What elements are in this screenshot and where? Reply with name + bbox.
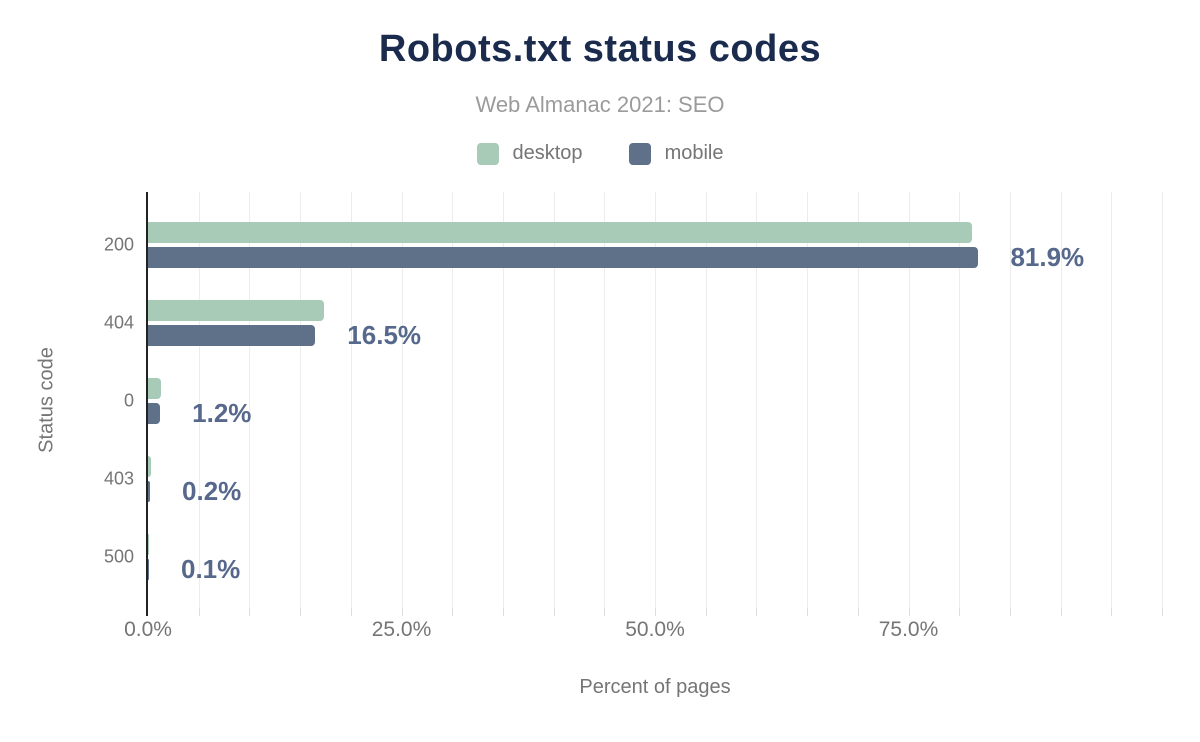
x-tick-mark-85pct (1009, 608, 1011, 616)
y-axis-line (146, 192, 148, 616)
bar-desktop-200[interactable] (148, 222, 973, 243)
x-tick-mark-10pct (249, 608, 251, 616)
gridline-65pct (807, 192, 809, 608)
legend-item-mobile[interactable]: mobile (628, 142, 724, 165)
bar-mobile-500[interactable] (148, 559, 149, 580)
gridline-70pct (857, 192, 859, 608)
x-tick-mark-35pct (502, 608, 504, 616)
x-tick-mark-5pct (198, 608, 200, 616)
x-tick-mark-15pct (300, 608, 302, 616)
gridline-35pct (502, 192, 504, 608)
value-label-200: 81.9% (1010, 241, 1085, 272)
bar-mobile-404[interactable] (148, 325, 316, 346)
x-axis-title: Percent of pages (579, 676, 731, 698)
legend-item-desktop[interactable]: desktop (476, 142, 583, 165)
gridline-85pct (1009, 192, 1011, 608)
y-axis-title: Status code (35, 347, 58, 453)
plot-area: 200 81.9% 404 16.5% 0 1.2% 403 0.2% 500 0.1% 0.0% 2… (104, 192, 1163, 641)
desktop-swatch-icon (476, 142, 499, 165)
gridline-15pct (300, 192, 302, 608)
gridline-10pct (249, 192, 251, 608)
x-tick-mark-20pct (350, 608, 352, 616)
x-tick-mark-50pct (655, 608, 656, 616)
x-tick-mark-70pct (857, 608, 859, 616)
gridline-5pct (198, 192, 200, 608)
x-tick-mark-45pct (604, 608, 606, 616)
gridline-40pct (553, 192, 555, 608)
y-tick-label-0: 0 (123, 390, 134, 411)
gridline-60pct (756, 192, 758, 608)
legend: desktop mobile (0, 142, 1200, 165)
value-label-0: 1.2% (192, 397, 252, 428)
mobile-swatch-icon (628, 142, 651, 165)
x-tick-mark-40pct (553, 608, 555, 616)
gridline-25pct (401, 192, 403, 608)
gridline-55pct (705, 192, 707, 608)
x-tick-label-0.0%: 0.0% (124, 618, 172, 641)
x-tick-mark-90pct (1060, 608, 1062, 616)
chart-subtitle: Web Almanac 2021: SEO (475, 92, 725, 117)
bar-mobile-200[interactable] (148, 247, 979, 268)
bar-desktop-0[interactable] (148, 378, 162, 399)
gridline-100pct (1162, 192, 1163, 608)
x-tick-mark-80pct (959, 608, 961, 616)
bar-desktop-500[interactable] (148, 534, 149, 555)
gridline-90pct (1060, 192, 1062, 608)
x-tick-label-75.0%: 75.0% (878, 618, 939, 641)
x-tick-label-25.0%: 25.0% (371, 618, 432, 641)
x-tick-mark-65pct (807, 608, 809, 616)
bar-mobile-0[interactable] (148, 403, 161, 424)
x-tick-mark-25pct (401, 608, 403, 616)
y-tick-label-500: 500 (103, 546, 134, 567)
x-tick-label-50.0%: 50.0% (625, 618, 685, 641)
gridline-20pct (350, 192, 352, 608)
legend-label-mobile: mobile (664, 142, 724, 164)
gridline-45pct (604, 192, 606, 608)
chart-title: Robots.txt status codes (378, 28, 822, 70)
y-tick-label-200: 200 (103, 234, 134, 255)
y-tick-label-404: 404 (103, 312, 134, 333)
bar-desktop-404[interactable] (148, 300, 325, 321)
value-label-403: 0.2% (182, 475, 242, 506)
gridline-95pct (1111, 192, 1113, 608)
value-label-404: 16.5% (347, 319, 422, 350)
y-tick-label-403: 403 (103, 468, 134, 489)
gridline-80pct (959, 192, 961, 608)
x-tick-mark-100pct (1162, 608, 1163, 616)
gridline-30pct (452, 192, 454, 608)
bar-desktop-403[interactable] (148, 456, 152, 477)
gridline-50pct (655, 192, 656, 608)
value-label-500: 0.1% (181, 553, 241, 584)
x-tick-mark-75pct (908, 608, 910, 616)
gridline-75pct (908, 192, 910, 608)
x-tick-mark-30pct (452, 608, 454, 616)
x-tick-mark-95pct (1111, 608, 1113, 616)
bar-mobile-403[interactable] (148, 481, 151, 502)
x-tick-mark-60pct (756, 608, 758, 616)
legend-label-desktop: desktop (512, 142, 583, 164)
x-tick-mark-55pct (705, 608, 707, 616)
